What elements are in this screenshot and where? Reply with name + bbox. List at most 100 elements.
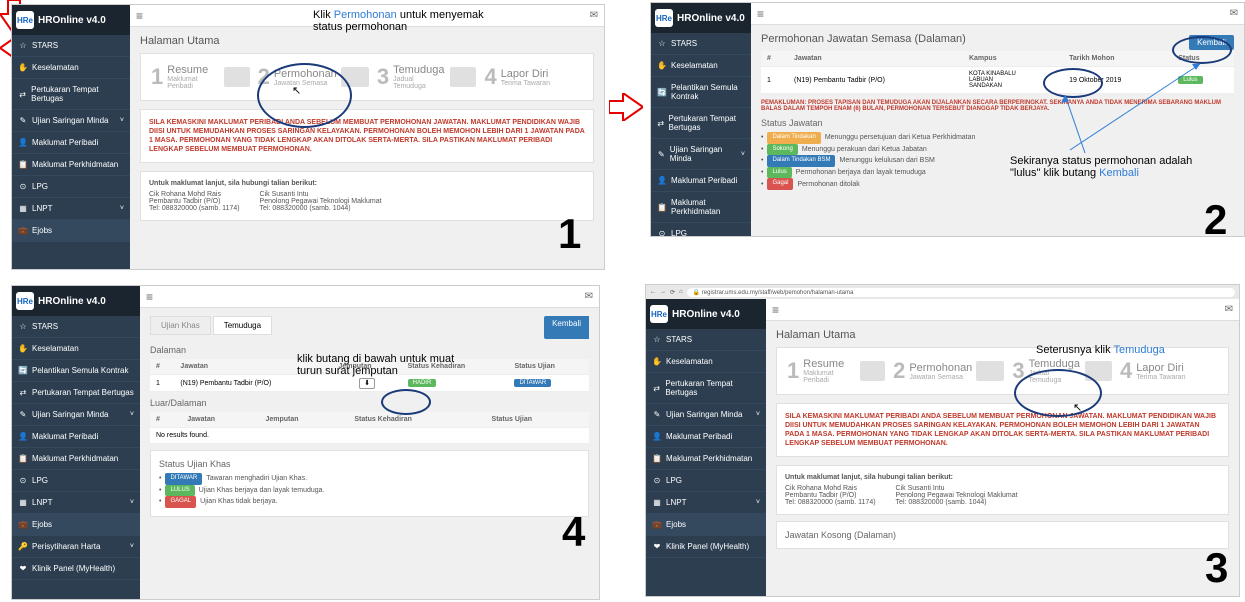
sidebar-item[interactable]: ⊙LPG <box>651 223 751 237</box>
app-name: HROnline v4.0 <box>38 296 106 307</box>
sidebar-item[interactable]: 👤Maklumat Peribadi <box>651 170 751 192</box>
nav-label: Pertukaran Tempat Bertugas <box>31 85 124 103</box>
sidebar-item[interactable]: ☆STARS <box>646 329 766 351</box>
sidebar-item[interactable]: ⇄Pertukaran Tempat Bertugas <box>646 373 766 404</box>
nav-label: LNPT <box>32 498 52 507</box>
sidebar-item[interactable]: ✎Ujian Saringan Minda˅ <box>12 110 130 132</box>
home-icon[interactable]: ⌂ <box>679 289 683 295</box>
sidebar: HRe HROnline v4.0 ☆STARS✋Keselamatan🔄Pel… <box>12 286 140 599</box>
nav-label: Pertukaran Tempat Bertugas <box>669 114 745 132</box>
sidebar-item[interactable]: ▦LNPT˅ <box>12 492 140 514</box>
sidebar-item[interactable]: 🔄Pelantikan Semula Kontrak <box>12 360 140 382</box>
sidebar-item[interactable]: ⊙LPG <box>12 470 140 492</box>
nav-label: Keselamatan <box>671 61 718 70</box>
sidebar-item[interactable]: 📋Maklumat Perkhidmatan <box>651 192 751 223</box>
nav-icon: 🔄 <box>18 366 28 375</box>
status-legend: •DITAWARTawaran menghadiri Ujian Khas.•L… <box>159 473 580 508</box>
step-temuduga[interactable]: 3TemudugaJadual Temuduga <box>375 62 479 92</box>
kembali-button[interactable]: Kembali <box>1189 35 1234 50</box>
sidebar-item[interactable]: ⇄Pertukaran Tempat Bertugas <box>12 382 140 404</box>
nav-icon: ⊙ <box>657 229 667 237</box>
warning-text: SILA KEMASKINI MAKLUMAT PERIBADI ANDA SE… <box>776 403 1229 457</box>
sidebar: HRe HROnline v4.0 ☆STARS✋Keselamatan⇄Per… <box>12 5 130 269</box>
sidebar-item[interactable]: 💼Ejobs <box>646 514 766 536</box>
sidebar-item[interactable]: ⇄Pertukaran Tempat Bertugas <box>651 108 751 139</box>
sidebar-item[interactable]: ✋Keselamatan <box>12 57 130 79</box>
nav-icon: 💼 <box>18 520 28 529</box>
legend-text: Permohonan ditolak <box>797 179 859 190</box>
hamburger-icon[interactable]: ≡ <box>772 303 779 317</box>
step-temuduga[interactable]: 3TemudugaJadual Temuduga <box>1010 356 1114 386</box>
sidebar-item[interactable]: 💼Ejobs <box>12 514 140 536</box>
sidebar-item[interactable]: ☆STARS <box>12 35 130 57</box>
sidebar-item[interactable]: ✎Ujian Saringan Minda˅ <box>12 404 140 426</box>
download-button[interactable]: ⬇ <box>359 378 375 389</box>
sidebar-item[interactable]: 📋Maklumat Perkhidmatan <box>12 448 140 470</box>
sidebar-item[interactable]: ☆STARS <box>651 33 751 55</box>
sidebar-item[interactable]: ❤Klinik Panel (MyHealth) <box>12 558 140 580</box>
url-bar[interactable]: 🔒 registrar.ums.edu.my/staff/web/pemohon… <box>687 288 1235 297</box>
mail-icon[interactable]: ✉ <box>1230 8 1238 19</box>
tab-ujian-khas[interactable]: Ujian Khas <box>150 316 211 335</box>
sidebar-item[interactable]: ✋Keselamatan <box>646 351 766 373</box>
hamburger-icon[interactable]: ≡ <box>757 7 764 21</box>
sidebar-item[interactable]: ▦LNPT˅ <box>646 492 766 514</box>
notice-text: PEMAKLUMAN: PROSES TAPISAN DAN TEMUDUGA … <box>761 100 1234 112</box>
legend-badge: DITAWAR <box>165 473 202 485</box>
dalaman-table: #JawatanJemputanStatus KehadiranStatus U… <box>150 359 589 392</box>
reload-icon[interactable]: ⟳ <box>670 289 675 296</box>
sidebar-item[interactable]: 📋Maklumat Perkhidmatan <box>646 448 766 470</box>
contact-block: Untuk maklumat lanjut, sila hubungi tali… <box>140 171 594 221</box>
sidebar-item[interactable]: ⊙LPG <box>646 470 766 492</box>
nav-icon: 🔑 <box>18 542 28 551</box>
nav-icon: 📋 <box>18 454 28 463</box>
sidebar-item[interactable]: 🔑Perisytiharan Harta˅ <box>12 536 140 558</box>
step-lapordiri[interactable]: 4Lapor DiriTerima Tawaran <box>482 62 585 92</box>
step-lapordiri[interactable]: 4Lapor DiriTerima Tawaran <box>1118 356 1220 386</box>
step-permohonan[interactable]: 2PermohonanJawatan Semasa <box>256 62 371 92</box>
nav: ☆STARS✋Keselamatan⇄Pertukaran Tempat Ber… <box>12 35 130 242</box>
sidebar-item[interactable]: ⊙LPG <box>12 176 130 198</box>
hamburger-icon[interactable]: ≡ <box>136 9 143 23</box>
nav-label: Ejobs <box>32 226 52 235</box>
mail-icon[interactable]: ✉ <box>590 10 598 21</box>
sidebar-item[interactable]: 📋Maklumat Perkhidmatan <box>12 154 130 176</box>
legend-badge: Dalam Tindakan BSM <box>767 155 835 167</box>
nav-icon: ✎ <box>657 150 666 159</box>
step-resume[interactable]: 1ResumeMaklumat Peribadi <box>149 62 252 92</box>
hamburger-icon[interactable]: ≡ <box>146 290 153 304</box>
sidebar-item[interactable]: 👤Maklumat Peribadi <box>12 132 130 154</box>
sidebar-item[interactable]: 👤Maklumat Peribadi <box>12 426 140 448</box>
nav-icon: ⊙ <box>652 476 662 485</box>
back-icon[interactable]: ← <box>650 289 656 295</box>
sidebar-item[interactable]: ✋Keselamatan <box>651 55 751 77</box>
step-permohonan[interactable]: 2PermohonanJawatan Semasa <box>891 356 1006 386</box>
chevron-down-icon: ˅ <box>130 411 134 418</box>
sidebar: HRe HROnline v4.0 ☆STARS✋Keselamatan🔄Pel… <box>651 3 751 237</box>
forward-icon[interactable]: → <box>660 289 666 295</box>
status-legend: •Dalam TindakanMenunggu persetujuan dari… <box>761 132 1234 190</box>
resume-icon <box>224 67 250 87</box>
legend-text: Menunggu persetujuan dari Ketua Perkhidm… <box>825 132 976 143</box>
sidebar-item[interactable]: ❤Klinik Panel (MyHealth) <box>646 536 766 558</box>
step-resume[interactable]: 1ResumeMaklumat Peribadi <box>785 356 887 386</box>
sidebar-item[interactable]: ☆STARS <box>12 316 140 338</box>
page-title: Halaman Utama <box>140 35 594 47</box>
mail-icon[interactable]: ✉ <box>1225 304 1233 315</box>
status-heading: Status Jawatan <box>761 118 1234 128</box>
tab-temuduga[interactable]: Temuduga <box>213 316 272 335</box>
legend-badge: Sokong <box>767 144 797 156</box>
sidebar-item[interactable]: ✋Keselamatan <box>12 338 140 360</box>
sidebar-item[interactable]: 👤Maklumat Peribadi <box>646 426 766 448</box>
sidebar-item[interactable]: ▦LNPT˅ <box>12 198 130 220</box>
nav-label: Maklumat Perkhidmatan <box>32 160 118 169</box>
nav-label: LPG <box>32 476 48 485</box>
sidebar-item[interactable]: ✎Ujian Saringan Minda˅ <box>651 139 751 170</box>
mail-icon[interactable]: ✉ <box>585 291 593 302</box>
sidebar-item[interactable]: ⇄Pertukaran Tempat Bertugas <box>12 79 130 110</box>
sidebar-item[interactable]: 💼Ejobs <box>12 220 130 242</box>
kembali-button[interactable]: Kembali <box>544 316 589 339</box>
nav-label: LNPT <box>32 204 52 213</box>
sidebar-item[interactable]: 🔄Pelantikan Semula Kontrak <box>651 77 751 108</box>
sidebar-item[interactable]: ✎Ujian Saringan Minda˅ <box>646 404 766 426</box>
